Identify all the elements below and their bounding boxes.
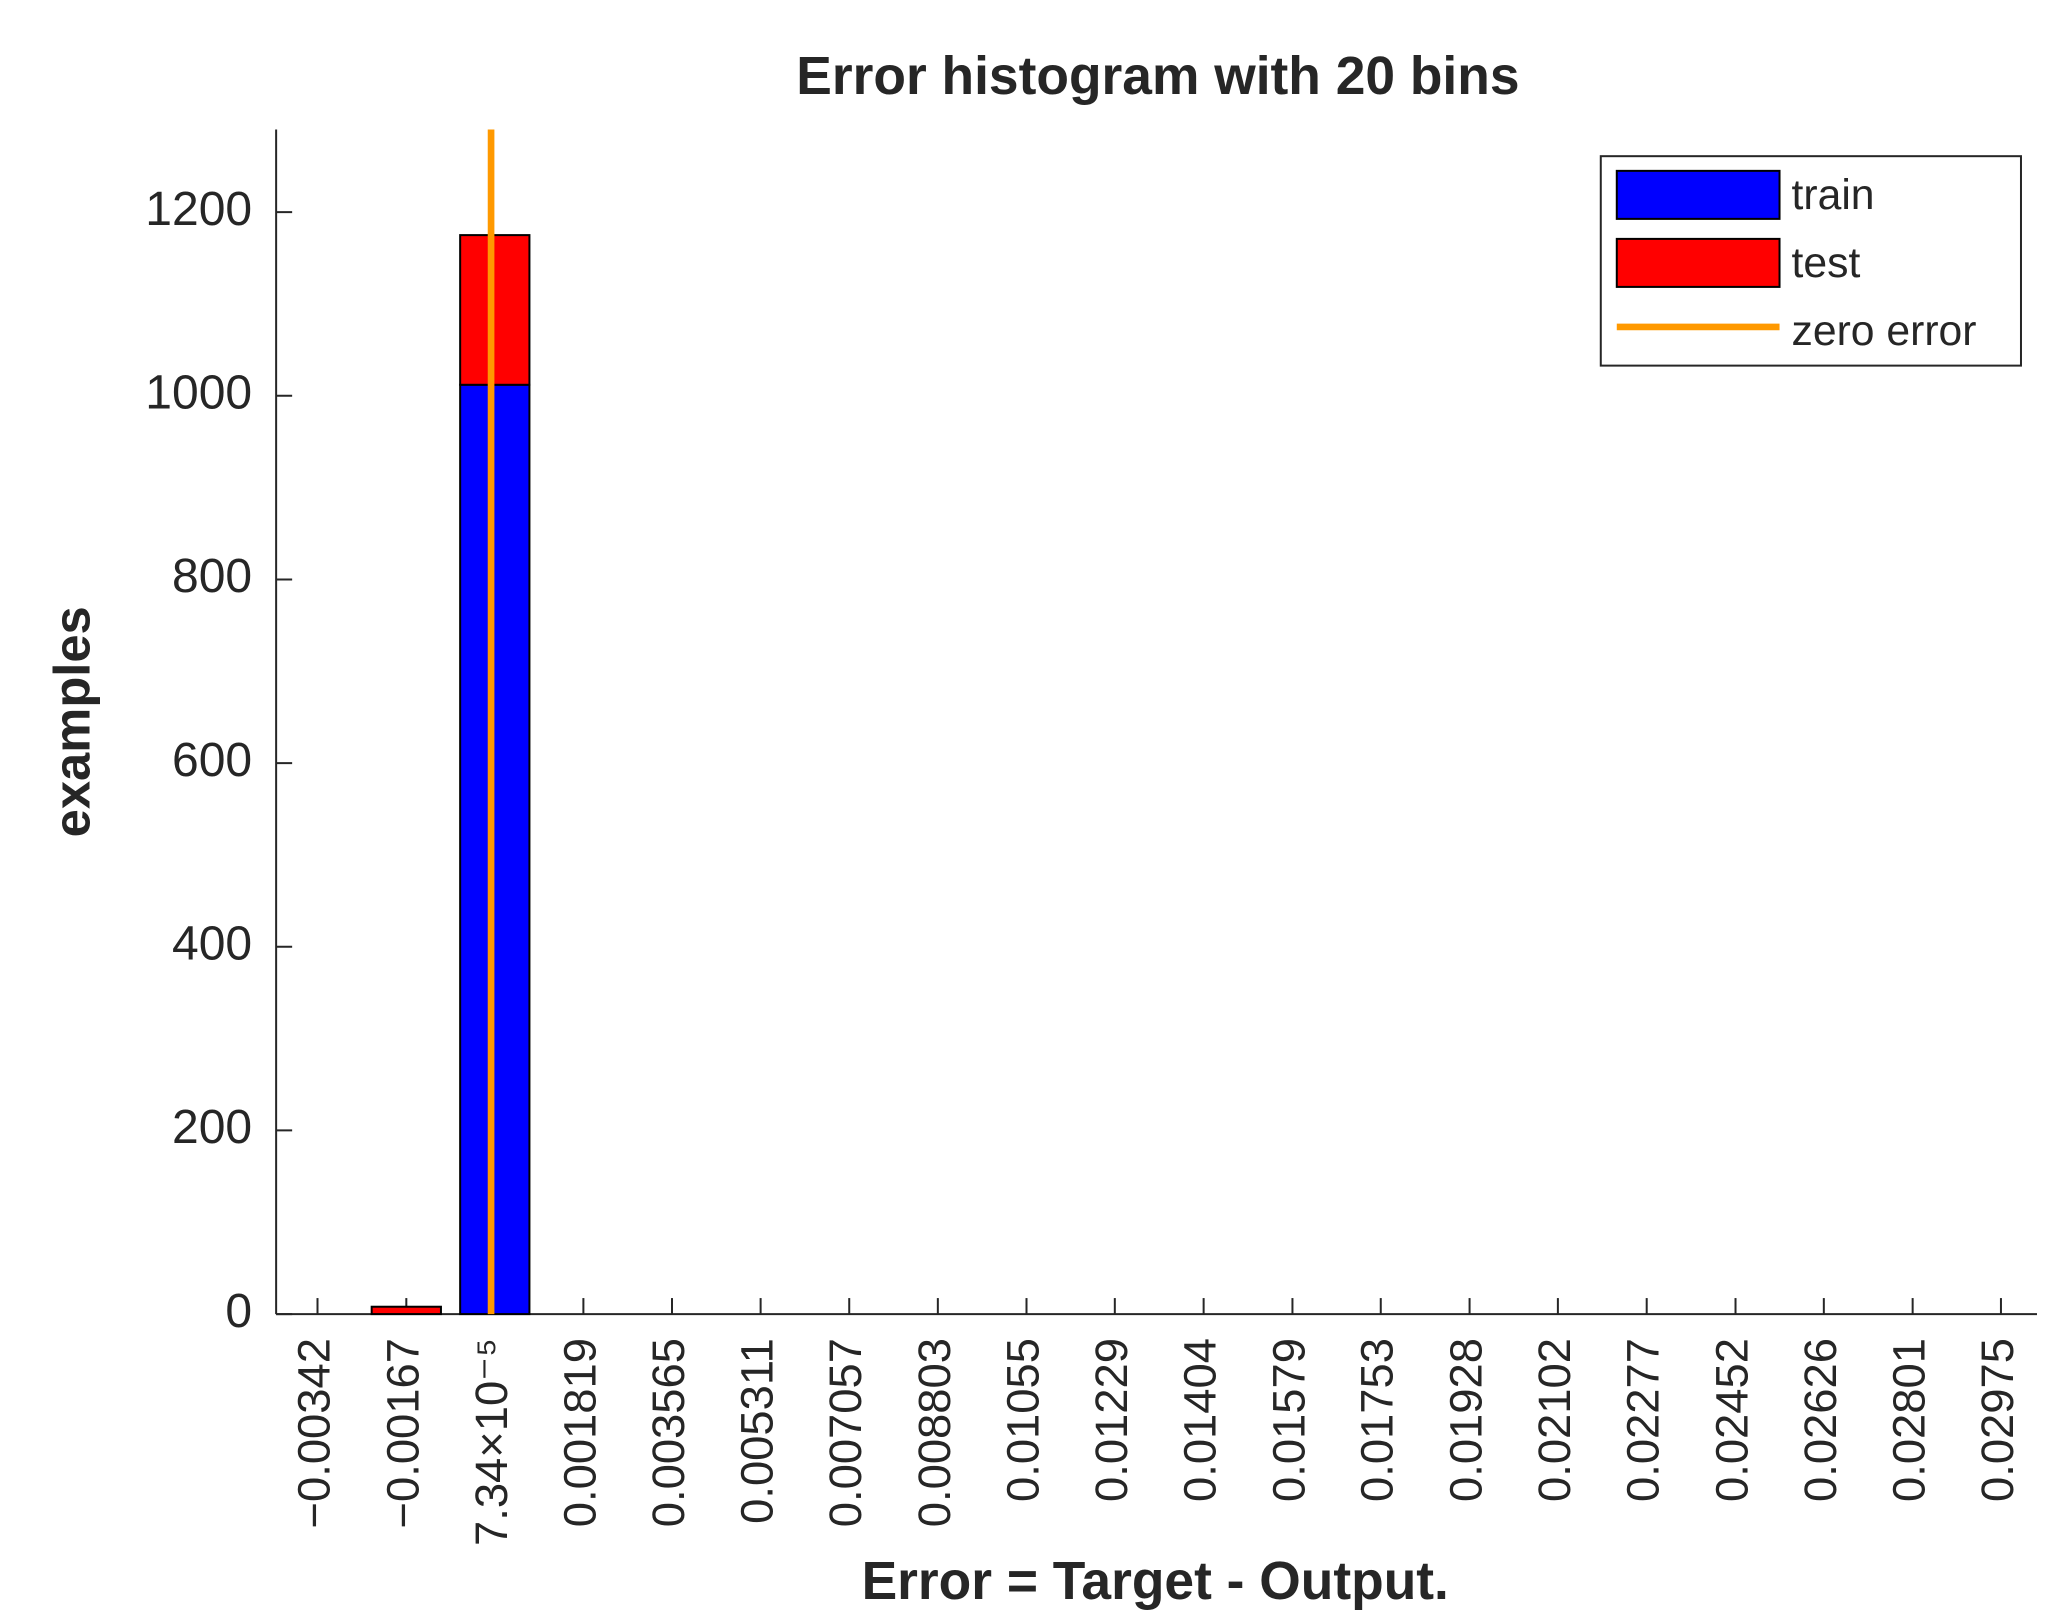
x-tick-label: 0.02801 <box>1884 1338 1935 1502</box>
bar-segment <box>370 1305 442 1316</box>
x-tick-label: 0.01579 <box>1263 1338 1314 1502</box>
x-tick-label: −0.00167 <box>377 1338 428 1528</box>
y-tick-label: 800 <box>172 550 252 603</box>
x-tick-label: 0.003565 <box>643 1338 694 1527</box>
x-tick-label: 0.02452 <box>1707 1338 1758 1502</box>
x-tick-label: 0.02626 <box>1795 1338 1846 1502</box>
x-tick-label: 0.01753 <box>1352 1338 1403 1502</box>
x-tick-label: 7.34×10⁻⁵ <box>466 1338 517 1546</box>
x-tick-label: 0.02102 <box>1529 1338 1580 1502</box>
legend-label: train <box>1792 171 1875 219</box>
chart-title: Error histogram with 20 bins <box>796 47 1519 106</box>
bar-segment <box>459 234 531 386</box>
y-tick-label: 1200 <box>145 183 252 236</box>
legend-label: zero error <box>1792 307 1977 355</box>
y-tick-label: 1000 <box>145 366 252 419</box>
y-tick-label: 600 <box>172 734 252 787</box>
legend-label: test <box>1792 239 1861 287</box>
x-tick-label: 0.02277 <box>1618 1338 1669 1502</box>
x-tick-label: 0.01229 <box>1086 1338 1137 1502</box>
y-tick-label: 0 <box>225 1285 252 1338</box>
x-tick-label: 0.01404 <box>1175 1338 1226 1502</box>
x-tick-label: −0.00342 <box>288 1338 339 1528</box>
x-tick-label: 0.007057 <box>820 1338 871 1527</box>
y-axis-label: examples <box>43 606 100 837</box>
x-tick-label: 0.01055 <box>997 1338 1048 1502</box>
x-tick-label: 0.01928 <box>1441 1338 1492 1502</box>
x-tick-label: 0.008803 <box>909 1338 960 1527</box>
legend-swatch <box>1615 169 1781 220</box>
y-tick-label: 400 <box>172 917 252 970</box>
bar-segment <box>459 383 531 1316</box>
x-axis-label: Error = Target - Output. <box>862 1552 1449 1611</box>
x-tick-label: 0.005311 <box>732 1338 783 1524</box>
legend-swatch <box>1615 237 1781 288</box>
x-tick-label: 0.001819 <box>554 1338 605 1527</box>
x-tick-label: 0.02975 <box>1972 1338 2023 1502</box>
y-tick-label: 200 <box>172 1101 252 1154</box>
